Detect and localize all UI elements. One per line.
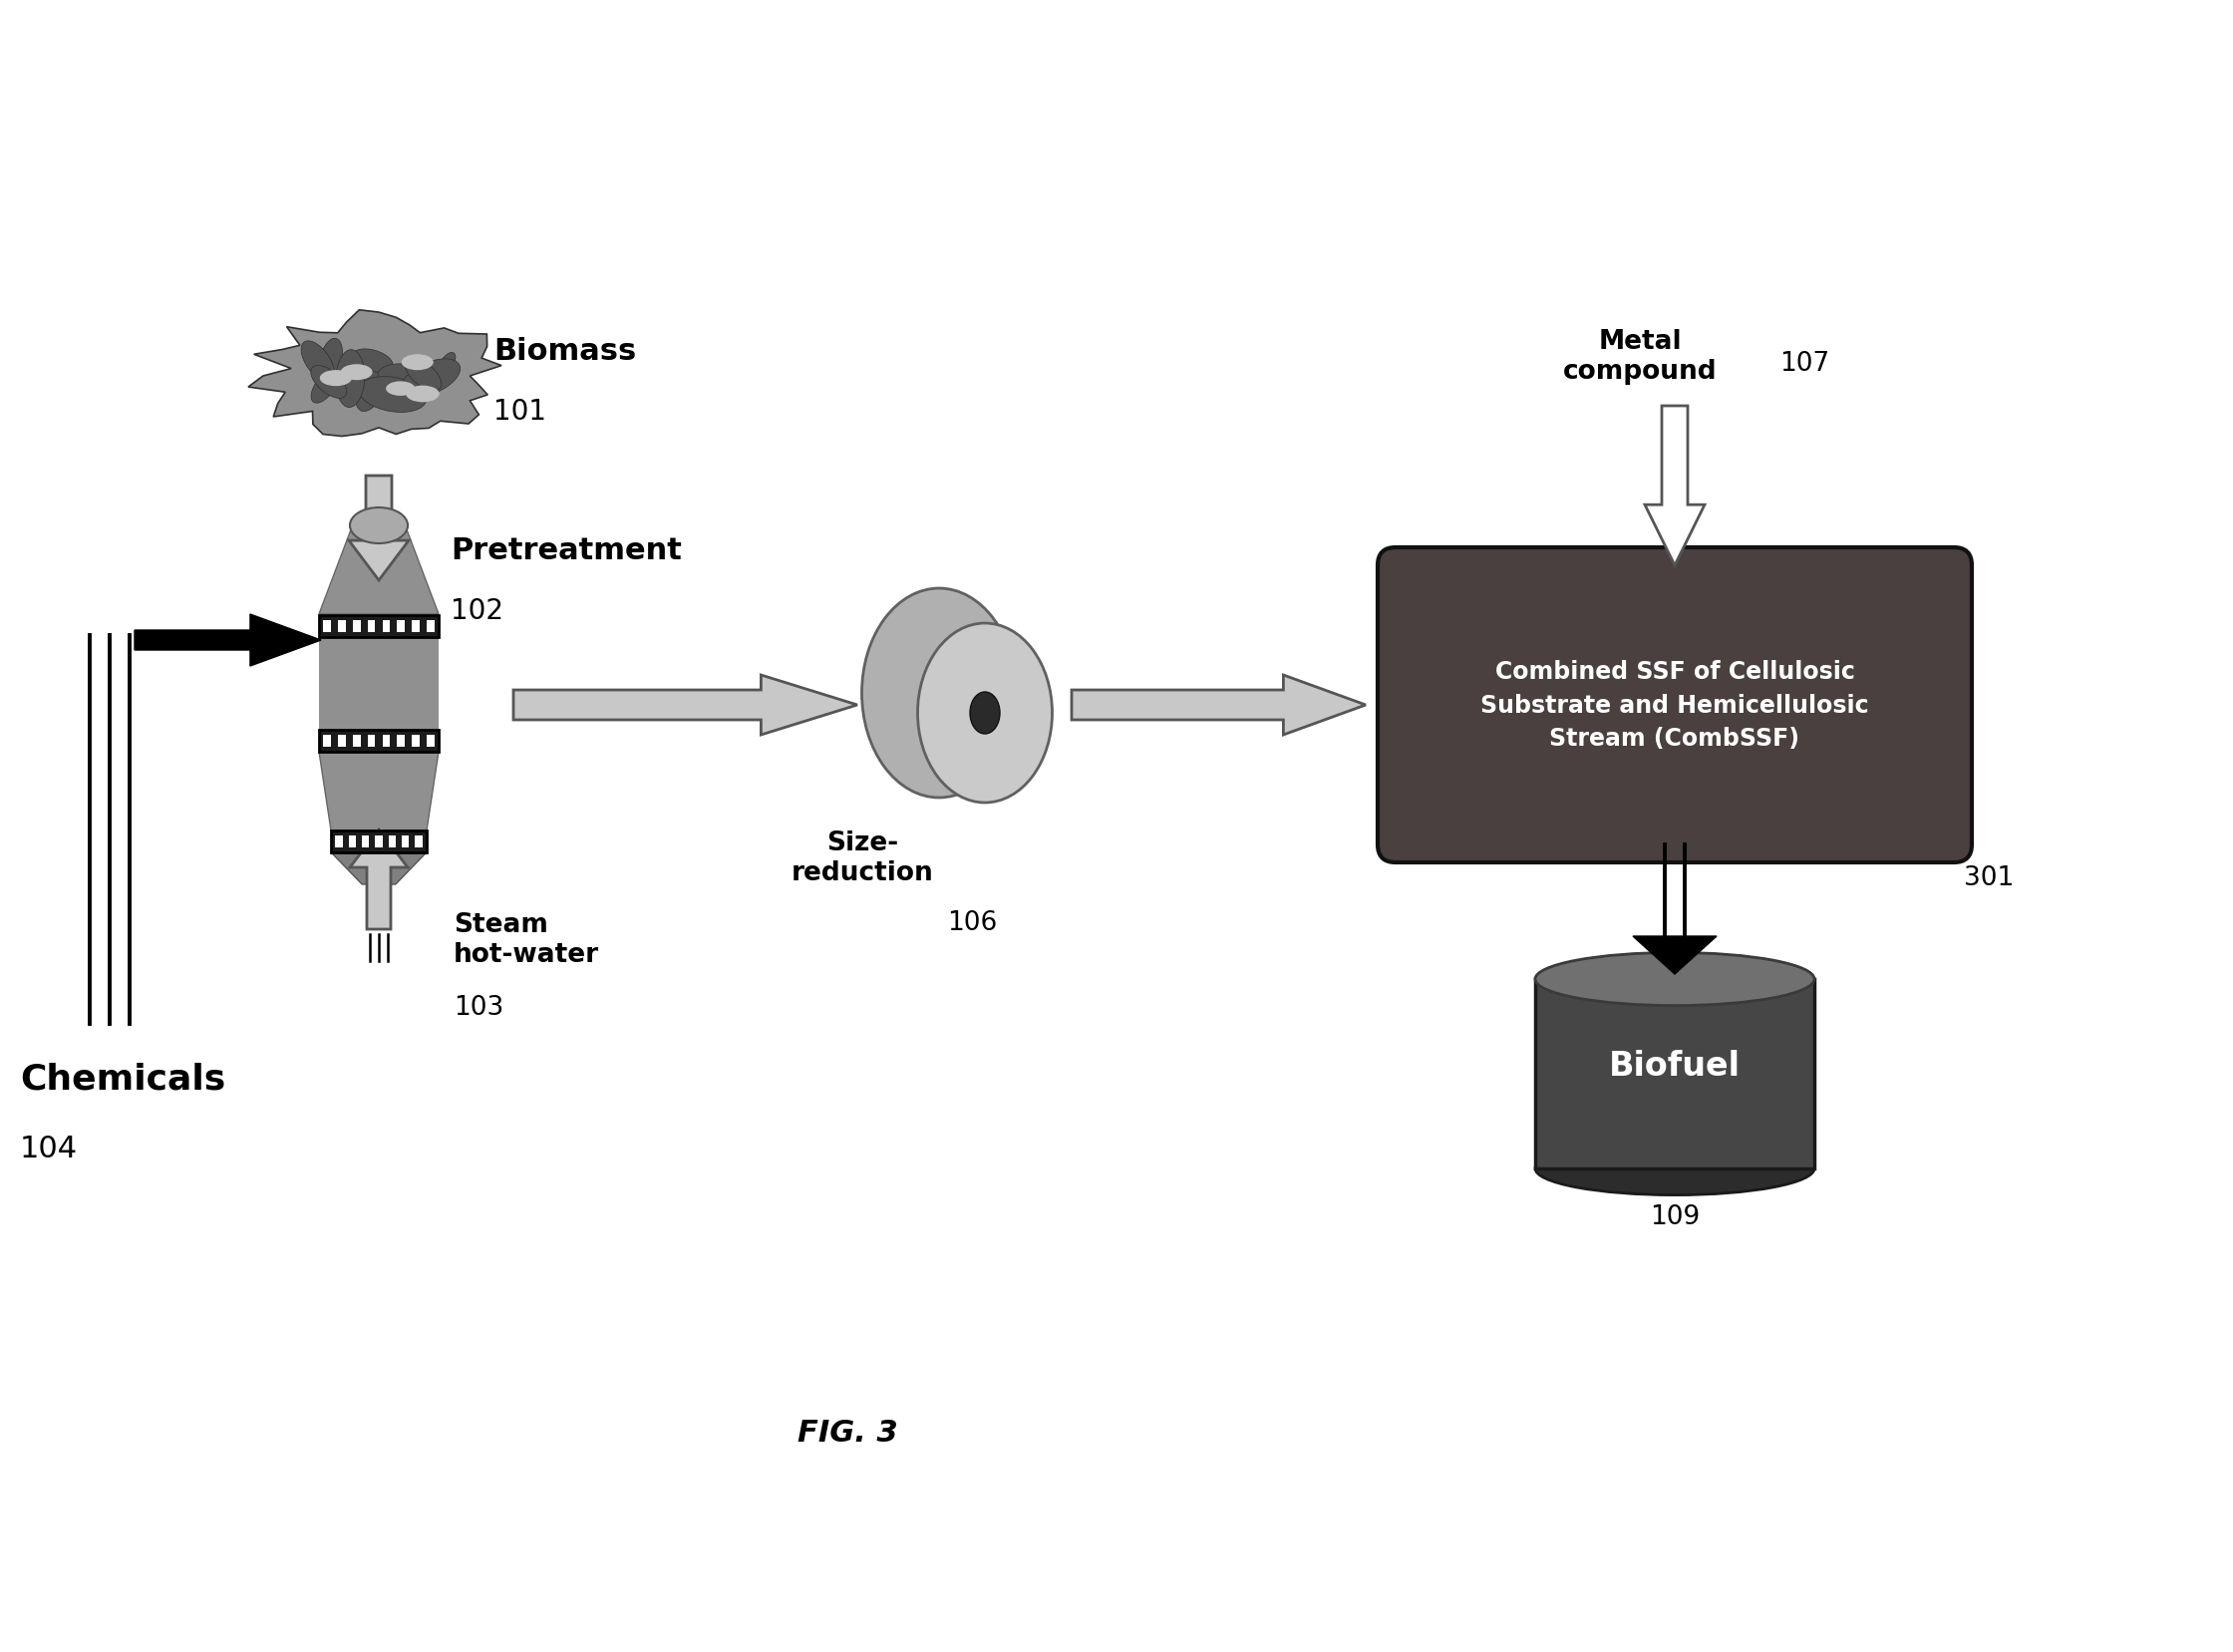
FancyBboxPatch shape — [330, 831, 427, 852]
FancyBboxPatch shape — [382, 735, 391, 747]
FancyBboxPatch shape — [1536, 980, 1813, 1168]
FancyBboxPatch shape — [389, 836, 395, 847]
Polygon shape — [330, 852, 427, 885]
Text: Combined SSF of Cellulosic
Substrate and Hemicellulosic
Stream (CombSSF): Combined SSF of Cellulosic Substrate and… — [1480, 661, 1869, 750]
Ellipse shape — [377, 365, 420, 385]
Ellipse shape — [402, 360, 460, 398]
Text: Metal
compound: Metal compound — [1563, 329, 1717, 385]
FancyBboxPatch shape — [427, 735, 435, 747]
Ellipse shape — [862, 588, 1016, 798]
Text: Size-
reduction: Size- reduction — [790, 829, 933, 885]
Text: 104: 104 — [20, 1135, 78, 1163]
FancyBboxPatch shape — [413, 735, 420, 747]
Polygon shape — [351, 829, 409, 930]
FancyBboxPatch shape — [348, 836, 355, 847]
FancyBboxPatch shape — [427, 621, 435, 633]
Ellipse shape — [355, 362, 389, 411]
Text: Steam
hot-water: Steam hot-water — [453, 912, 598, 968]
FancyBboxPatch shape — [375, 836, 382, 847]
Ellipse shape — [335, 350, 364, 408]
Text: FIG. 3: FIG. 3 — [797, 1419, 898, 1447]
FancyBboxPatch shape — [353, 621, 360, 633]
FancyBboxPatch shape — [324, 621, 330, 633]
Text: Pretreatment: Pretreatment — [451, 537, 681, 565]
FancyBboxPatch shape — [337, 621, 346, 633]
FancyBboxPatch shape — [397, 621, 404, 633]
FancyBboxPatch shape — [415, 836, 422, 847]
Ellipse shape — [301, 342, 335, 383]
Ellipse shape — [1536, 1142, 1813, 1196]
Ellipse shape — [406, 387, 440, 403]
FancyBboxPatch shape — [324, 735, 330, 747]
Polygon shape — [1072, 676, 1367, 735]
FancyBboxPatch shape — [1378, 548, 1972, 862]
Ellipse shape — [386, 382, 415, 396]
FancyBboxPatch shape — [368, 621, 375, 633]
Polygon shape — [1632, 937, 1717, 975]
Text: 101: 101 — [493, 398, 547, 426]
Ellipse shape — [402, 355, 433, 372]
Text: 109: 109 — [1650, 1204, 1699, 1229]
Text: 301: 301 — [1963, 866, 2014, 890]
FancyBboxPatch shape — [402, 836, 409, 847]
FancyBboxPatch shape — [382, 621, 391, 633]
FancyBboxPatch shape — [362, 836, 368, 847]
Ellipse shape — [360, 377, 427, 413]
Text: 107: 107 — [1780, 350, 1829, 377]
Polygon shape — [319, 752, 438, 831]
FancyBboxPatch shape — [319, 616, 438, 638]
Ellipse shape — [310, 372, 337, 403]
FancyBboxPatch shape — [397, 735, 404, 747]
Ellipse shape — [1536, 953, 1813, 1006]
Ellipse shape — [353, 350, 393, 373]
Ellipse shape — [969, 692, 1000, 735]
FancyBboxPatch shape — [353, 735, 360, 747]
Ellipse shape — [319, 370, 353, 387]
Text: Chemicals: Chemicals — [20, 1062, 226, 1095]
Polygon shape — [134, 615, 322, 666]
FancyBboxPatch shape — [337, 735, 346, 747]
Ellipse shape — [438, 354, 456, 375]
Polygon shape — [1646, 406, 1704, 567]
FancyBboxPatch shape — [413, 621, 420, 633]
Ellipse shape — [342, 365, 373, 382]
Polygon shape — [319, 525, 438, 615]
Text: Biofuel: Biofuel — [1610, 1049, 1740, 1082]
Ellipse shape — [310, 367, 346, 398]
Text: 102: 102 — [451, 596, 502, 624]
Polygon shape — [248, 311, 502, 438]
FancyBboxPatch shape — [368, 735, 375, 747]
Ellipse shape — [319, 339, 342, 380]
Ellipse shape — [404, 358, 442, 392]
Text: 103: 103 — [453, 995, 505, 1021]
FancyBboxPatch shape — [319, 638, 438, 730]
Polygon shape — [514, 676, 857, 735]
Polygon shape — [348, 476, 409, 582]
FancyBboxPatch shape — [319, 730, 438, 752]
Text: Biomass: Biomass — [493, 337, 636, 367]
Ellipse shape — [918, 624, 1052, 803]
FancyBboxPatch shape — [335, 836, 342, 847]
Text: 106: 106 — [947, 910, 996, 935]
Ellipse shape — [351, 509, 409, 544]
